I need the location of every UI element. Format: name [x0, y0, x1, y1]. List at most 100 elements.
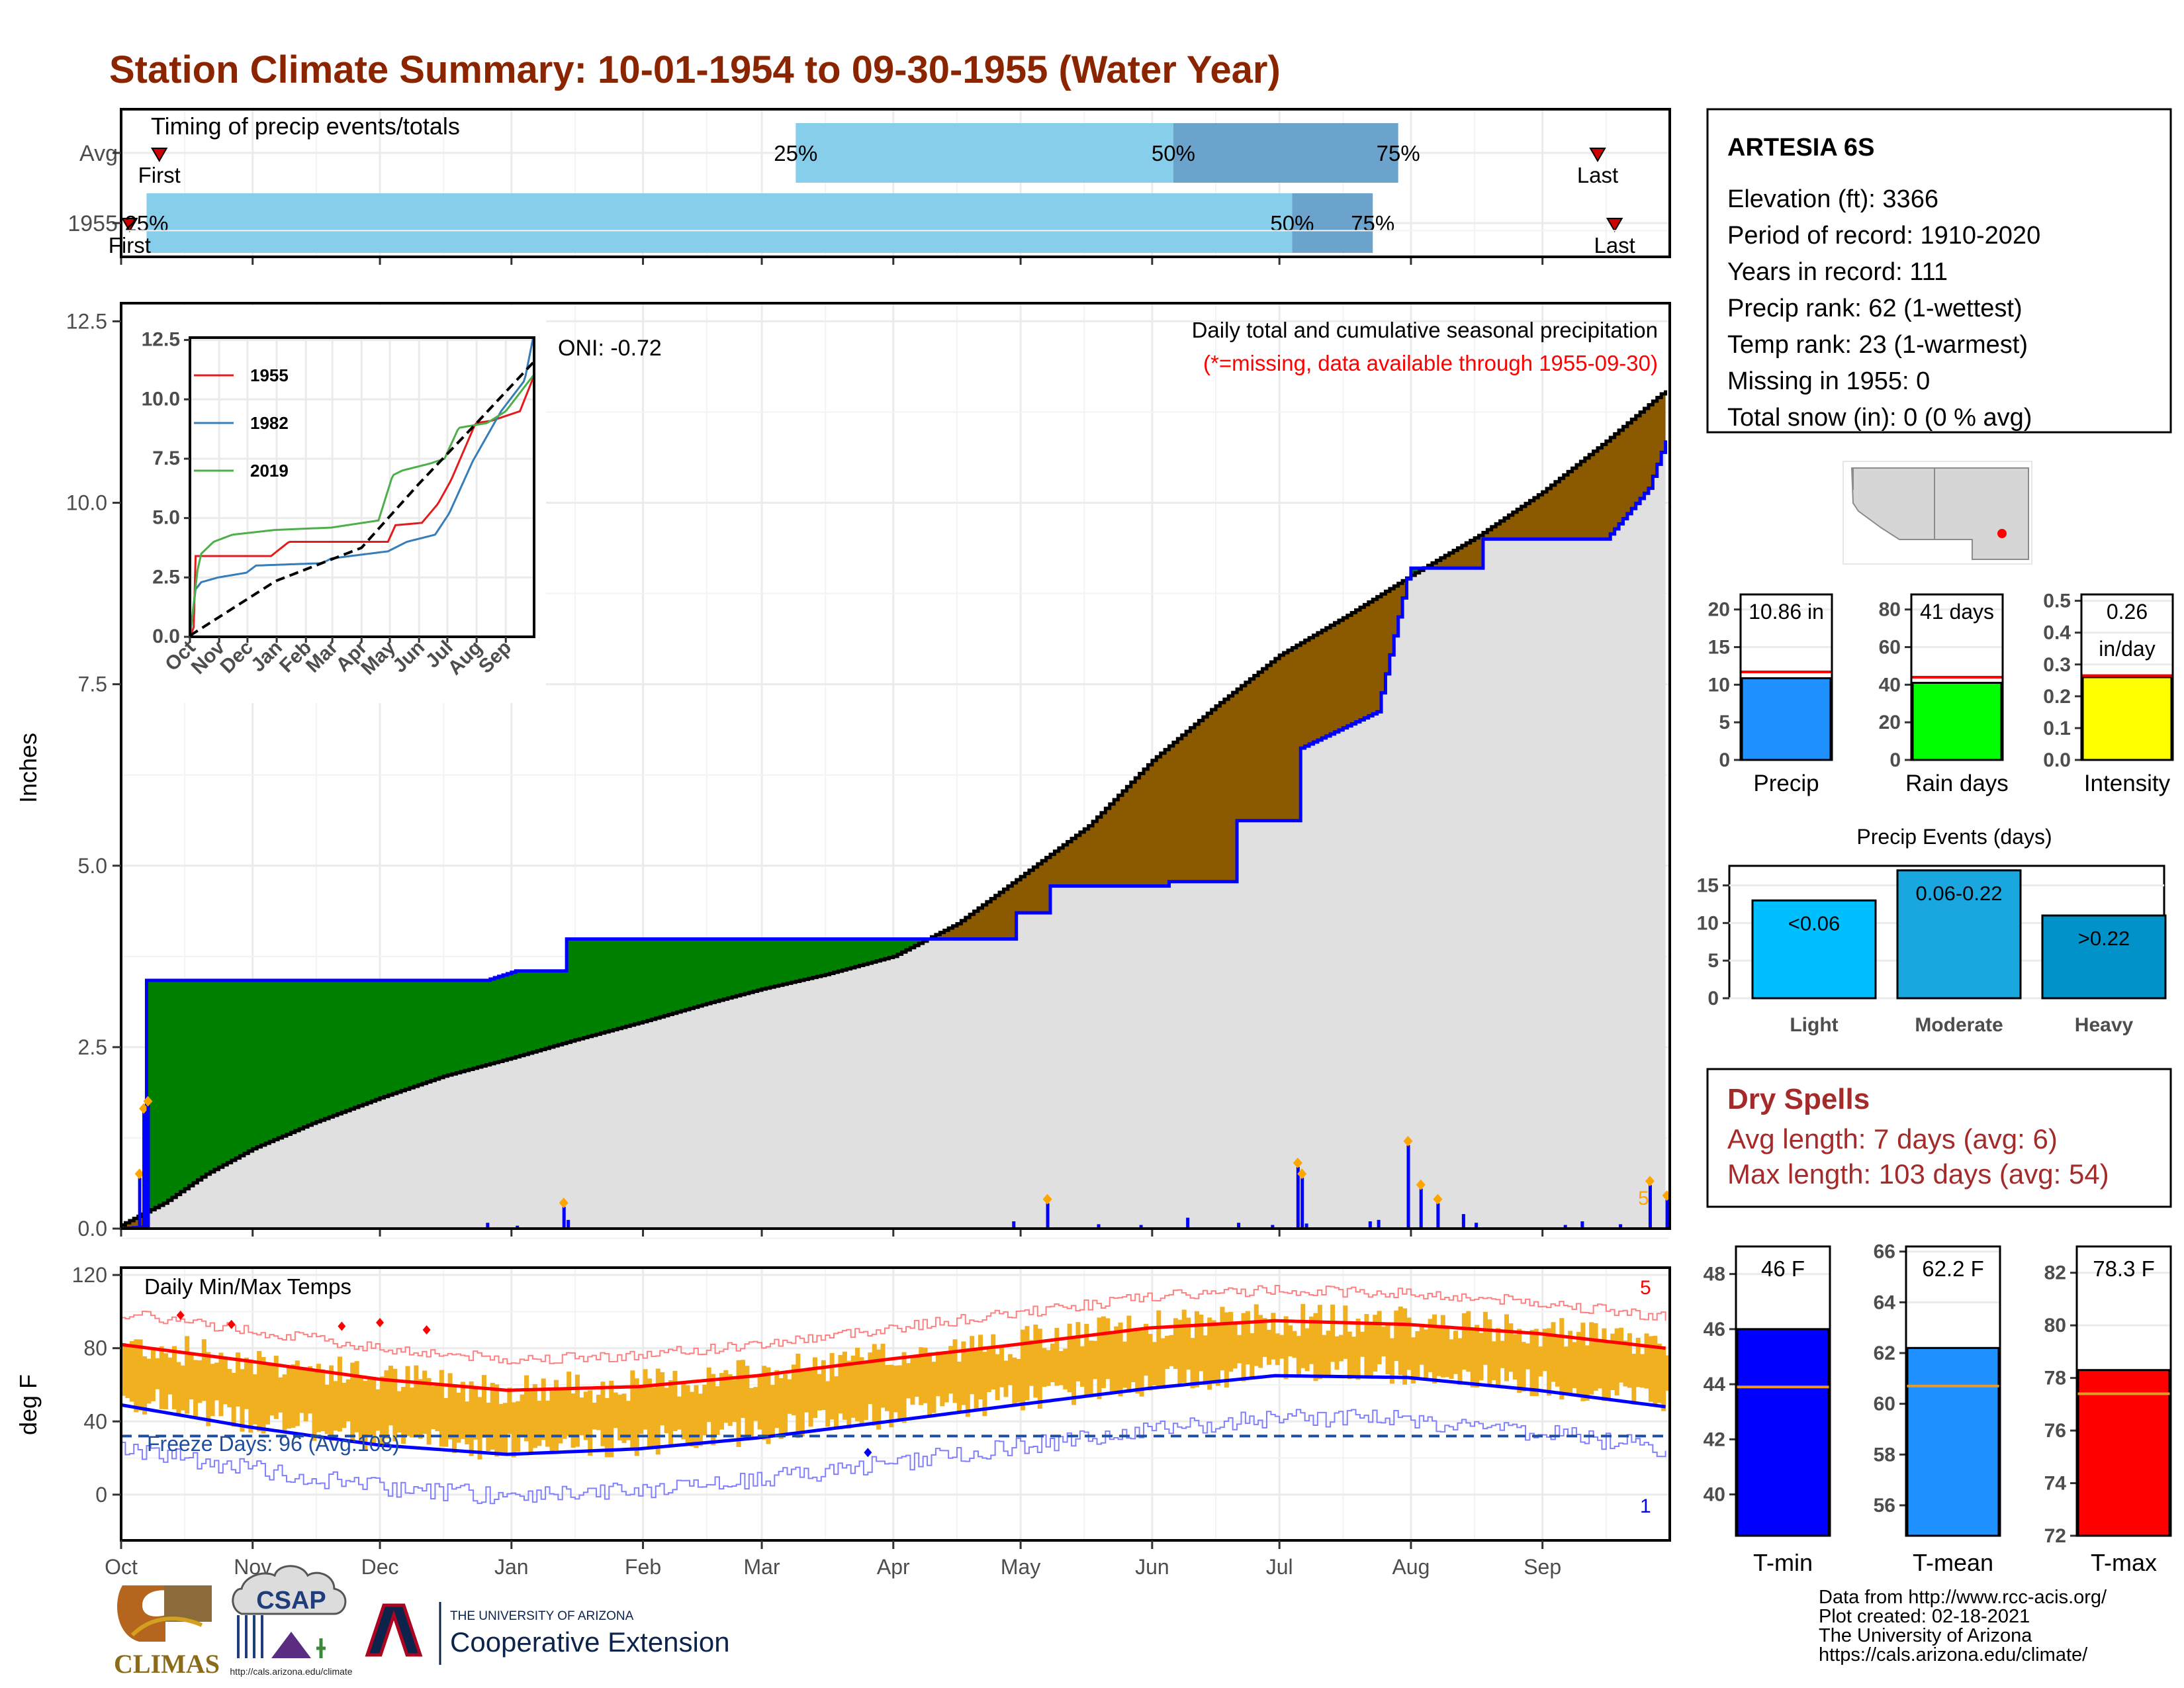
daily-temp-bar	[1169, 1335, 1174, 1366]
daily-temp-bar	[197, 1360, 203, 1403]
inset-legend-label: 1982	[250, 413, 289, 433]
daily-temp-bar	[1173, 1318, 1178, 1369]
daily-temp-bar	[935, 1351, 940, 1397]
daily-temp-bar	[625, 1401, 631, 1440]
station-location-marker	[1997, 529, 2007, 538]
month-tick-label: Jun	[1135, 1555, 1169, 1579]
daily-temp-bar	[1598, 1338, 1603, 1389]
station-box-frame	[1706, 108, 2172, 434]
summary-tick-label: 0.0	[2043, 749, 2071, 771]
credit-line: The University of Arizona	[1819, 1625, 2032, 1646]
daily-temp-bar	[931, 1362, 936, 1413]
temp-summary-value: 46 F	[1761, 1256, 1805, 1281]
summary-bar-label: Rain days	[1905, 771, 2009, 796]
daily-temp-bar	[1063, 1348, 1068, 1389]
month-tick-label: Sep	[1524, 1555, 1561, 1579]
daily-temp-bar	[1330, 1304, 1336, 1362]
daily-precip-bar	[1368, 1221, 1372, 1229]
daily-temp-bar	[727, 1374, 733, 1427]
month-tick-label: Oct	[105, 1555, 138, 1579]
above-normal-area	[146, 568, 1424, 1212]
daily-temp-bar	[176, 1362, 181, 1415]
daily-temp-bar	[574, 1374, 580, 1447]
daily-temp-bar	[846, 1360, 852, 1429]
month-tick-label: Jul	[1266, 1555, 1293, 1579]
precip-y-tick-label: 0.0	[78, 1217, 107, 1241]
daily-temp-bar	[1313, 1313, 1318, 1382]
daily-temp-bar	[1253, 1304, 1259, 1366]
daily-temp-bar	[125, 1345, 130, 1399]
daily-temp-bar	[1653, 1335, 1658, 1405]
daily-precip-bar	[516, 1225, 520, 1229]
summary-bar-panels: 0 5 10 15 20 10.86 in Precip 0 20 40 60 80 41 days Ra…	[1708, 590, 2174, 796]
daily-temp-bar	[469, 1381, 474, 1456]
daily-temp-bar	[630, 1370, 635, 1448]
temp-summary-tick-label: 46	[1704, 1319, 1725, 1340]
temp-summary-value: 78.3 F	[2093, 1256, 2155, 1281]
daily-temp-bar	[1355, 1319, 1361, 1380]
daily-temp-bar	[1190, 1338, 1195, 1389]
daily-temp-bar	[490, 1383, 495, 1450]
daily-temp-bar	[1203, 1335, 1208, 1385]
heavy-event-marker	[1042, 1194, 1052, 1205]
daily-temp-bar	[804, 1370, 809, 1413]
daily-temp-bar	[863, 1361, 868, 1421]
summary-tick-label: 20	[1879, 712, 1901, 733]
daily-temp-bar	[1165, 1335, 1170, 1370]
temp-summary-tick-label: 56	[1874, 1495, 1895, 1517]
daily-temp-bar	[791, 1364, 796, 1416]
daily-temp-bar	[380, 1376, 385, 1444]
daily-temp-bar	[970, 1336, 975, 1395]
daily-precip-bar	[1580, 1221, 1584, 1229]
daily-temp-bar	[1529, 1330, 1535, 1396]
summary-bar	[1741, 677, 1832, 761]
event-bar-label: Heavy	[2075, 1014, 2134, 1036]
summary-tick-label: 0	[1719, 749, 1730, 771]
station-info-line: Missing in 1955: 0	[1727, 367, 1930, 395]
heavy-event-marker	[1297, 1168, 1307, 1180]
station-info-line: Temp rank: 23 (1-warmest)	[1727, 331, 2028, 359]
month-tick-label: Dec	[361, 1555, 399, 1579]
daily-temp-bar	[1415, 1331, 1420, 1378]
daily-temp-bar	[1033, 1324, 1038, 1398]
daily-temp-bar	[694, 1385, 699, 1448]
daily-temp-bar	[940, 1354, 945, 1407]
daily-precip-bar	[142, 1112, 146, 1229]
daily-temp-bar	[1657, 1343, 1662, 1403]
daily-temp-bar	[1237, 1335, 1242, 1364]
daily-temp-bar	[1500, 1340, 1505, 1368]
summary-tick-label: 0.3	[2043, 654, 2071, 676]
daily-temp-bar	[880, 1343, 886, 1408]
daily-temp-bar	[1640, 1354, 1645, 1388]
daily-temp-bar	[520, 1394, 525, 1438]
daily-temp-bar	[834, 1376, 839, 1427]
timing-p25-label: 25%	[124, 211, 168, 236]
summary-tick-label: 10	[1708, 674, 1730, 696]
daily-temp-bar	[494, 1384, 500, 1457]
ua-a-logo	[365, 1603, 423, 1657]
daily-temp-bar	[341, 1382, 347, 1429]
daily-temp-bar	[570, 1393, 576, 1448]
daily-temp-bar	[1436, 1326, 1441, 1376]
daily-temp-bar	[901, 1352, 907, 1423]
daily-temp-bar	[1424, 1329, 1429, 1382]
daily-temp-bar	[1547, 1328, 1552, 1396]
daily-temp-bar	[685, 1385, 690, 1445]
temp-summary-bar	[1736, 1328, 1830, 1537]
daily-temp-bar	[1122, 1341, 1127, 1388]
daily-temp-bar	[1589, 1322, 1594, 1395]
temp-summary-tick-label: 66	[1874, 1241, 1895, 1263]
temp-summary-tick-label: 42	[1704, 1429, 1725, 1450]
inset-legend-label: 1955	[250, 365, 289, 385]
temp-y-tick-label: 80	[83, 1336, 107, 1360]
daily-temp-bar	[537, 1401, 542, 1446]
daily-temp-bar	[1559, 1318, 1565, 1400]
daily-temp-bar	[1271, 1313, 1276, 1360]
footer: CLIMAS CSAP http://cals.arizona.edu/clim…	[114, 1565, 2107, 1679]
daily-temp-bar	[567, 1372, 572, 1436]
daily-temp-bar	[1648, 1336, 1653, 1402]
daily-temp-bar	[1457, 1338, 1463, 1385]
daily-temp-bar	[732, 1380, 737, 1423]
daily-temp-bar	[222, 1357, 228, 1405]
daily-temp-bar	[1466, 1311, 1471, 1372]
